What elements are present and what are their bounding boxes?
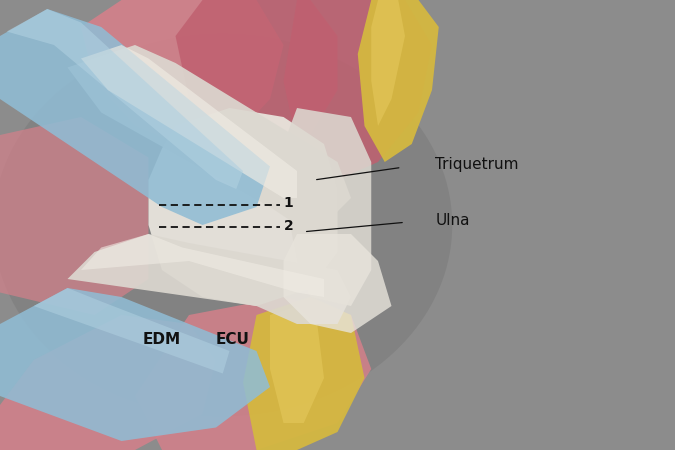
Polygon shape	[371, 0, 405, 126]
Polygon shape	[148, 108, 338, 306]
Polygon shape	[0, 288, 230, 374]
Polygon shape	[0, 9, 270, 225]
Text: EDM: EDM	[143, 332, 181, 347]
Text: 1: 1	[284, 196, 293, 211]
Polygon shape	[358, 0, 439, 162]
Polygon shape	[270, 306, 324, 423]
Polygon shape	[284, 234, 392, 333]
Text: 2: 2	[284, 219, 293, 233]
Polygon shape	[7, 9, 243, 189]
Text: Ulna: Ulna	[435, 213, 470, 228]
Polygon shape	[81, 45, 297, 198]
Polygon shape	[243, 297, 364, 450]
Polygon shape	[176, 0, 338, 162]
Polygon shape	[68, 45, 351, 225]
Polygon shape	[135, 297, 371, 450]
Ellipse shape	[0, 34, 452, 416]
Polygon shape	[0, 288, 270, 441]
Text: Triquetrum: Triquetrum	[435, 157, 519, 172]
Polygon shape	[284, 108, 371, 306]
Polygon shape	[68, 234, 351, 324]
Polygon shape	[0, 117, 148, 315]
Text: ECU: ECU	[216, 332, 250, 347]
Polygon shape	[81, 0, 284, 148]
Polygon shape	[81, 234, 324, 297]
Polygon shape	[284, 0, 432, 180]
Polygon shape	[0, 315, 216, 450]
